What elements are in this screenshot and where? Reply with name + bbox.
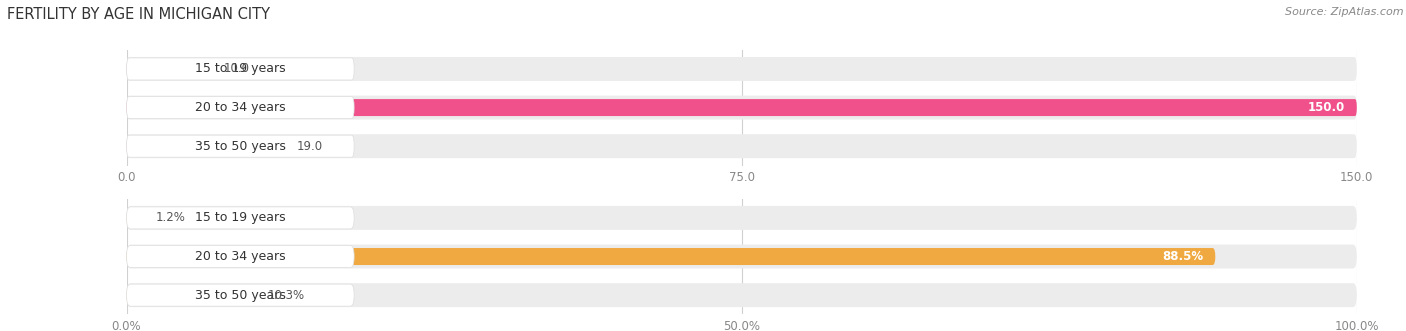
FancyBboxPatch shape (127, 284, 354, 306)
Text: 15 to 19 years: 15 to 19 years (195, 63, 285, 75)
FancyBboxPatch shape (127, 61, 208, 77)
Text: 19.0: 19.0 (297, 140, 323, 153)
Text: 20 to 34 years: 20 to 34 years (195, 101, 285, 114)
FancyBboxPatch shape (127, 246, 354, 267)
Text: 1.2%: 1.2% (156, 212, 186, 224)
FancyBboxPatch shape (127, 207, 354, 229)
Text: 35 to 50 years: 35 to 50 years (195, 140, 285, 153)
Text: 35 to 50 years: 35 to 50 years (195, 289, 285, 302)
Text: 20 to 34 years: 20 to 34 years (195, 250, 285, 263)
FancyBboxPatch shape (127, 97, 354, 118)
Text: 150.0: 150.0 (1308, 101, 1344, 114)
FancyBboxPatch shape (127, 96, 1357, 119)
FancyBboxPatch shape (127, 138, 283, 155)
Text: 88.5%: 88.5% (1161, 250, 1204, 263)
FancyBboxPatch shape (127, 135, 354, 157)
Text: 10.3%: 10.3% (269, 289, 305, 302)
FancyBboxPatch shape (127, 58, 354, 80)
FancyBboxPatch shape (127, 248, 1215, 265)
FancyBboxPatch shape (127, 283, 1357, 307)
FancyBboxPatch shape (127, 287, 253, 304)
FancyBboxPatch shape (127, 57, 1357, 81)
FancyBboxPatch shape (127, 245, 1357, 268)
Text: 10.0: 10.0 (224, 63, 249, 75)
FancyBboxPatch shape (127, 206, 1357, 230)
FancyBboxPatch shape (127, 134, 1357, 158)
Text: Source: ZipAtlas.com: Source: ZipAtlas.com (1285, 7, 1403, 17)
Text: FERTILITY BY AGE IN MICHIGAN CITY: FERTILITY BY AGE IN MICHIGAN CITY (7, 7, 270, 22)
FancyBboxPatch shape (127, 210, 141, 226)
FancyBboxPatch shape (127, 99, 1357, 116)
Text: 15 to 19 years: 15 to 19 years (195, 212, 285, 224)
